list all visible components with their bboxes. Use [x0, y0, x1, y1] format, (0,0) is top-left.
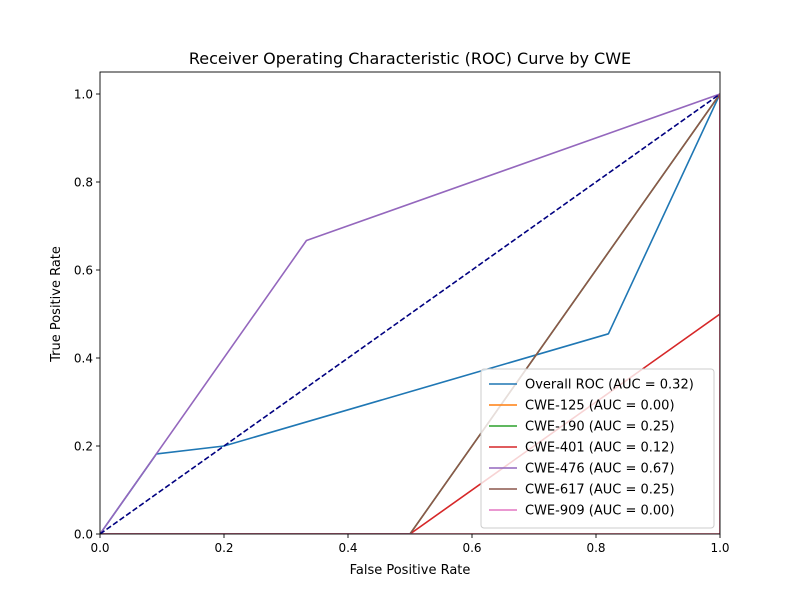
x-tick-label: 0.8 — [586, 541, 605, 555]
chart-title: Receiver Operating Characteristic (ROC) … — [189, 49, 631, 68]
y-tick-label: 0.0 — [74, 528, 93, 542]
axes-frame — [99, 71, 721, 535]
legend-entry-label: CWE-476 (AUC = 0.67) — [525, 462, 675, 477]
legend-entry-label: CWE-125 (AUC = 0.00) — [525, 399, 675, 414]
y-tick-label: 0.6 — [74, 264, 93, 278]
legend-entry-label: CWE-617 (AUC = 0.25) — [525, 483, 675, 498]
legend-entry-label: CWE-401 (AUC = 0.12) — [525, 441, 675, 456]
x-tick-label: 0.0 — [90, 541, 109, 555]
y-tick-label: 0.2 — [74, 440, 93, 454]
x-tick-label: 0.6 — [462, 541, 481, 555]
y-tick-label: 0.8 — [74, 176, 93, 190]
series-line-cwe-476 — [100, 93, 720, 534]
legend: Overall ROC (AUC = 0.32) CWE-125 (AUC = 0… — [480, 368, 715, 529]
x-axis-label: False Positive Rate — [350, 563, 471, 578]
reference-diagonal-line — [100, 93, 720, 534]
y-tick-label: 0.4 — [74, 352, 93, 366]
legend-entry-label: Overall ROC (AUC = 0.32) — [525, 378, 694, 393]
y-axis-label: True Positive Rate — [49, 246, 64, 363]
legend-entry-label: CWE-909 (AUC = 0.00) — [525, 504, 675, 519]
legend-box — [480, 368, 715, 529]
ticks-layer: 0.0 0.2 0.4 0.6 0.8 1.0 0.0 0.2 0.4 0.6 0.8 1.0 — [74, 88, 730, 556]
x-tick-label: 0.4 — [338, 541, 357, 555]
x-tick-label: 0.2 — [214, 541, 233, 555]
x-tick-label: 1.0 — [710, 541, 729, 555]
y-tick-label: 1.0 — [74, 88, 93, 102]
series-line-cwe-617 — [100, 93, 720, 534]
legend-entry-label: CWE-190 (AUC = 0.25) — [525, 420, 675, 435]
